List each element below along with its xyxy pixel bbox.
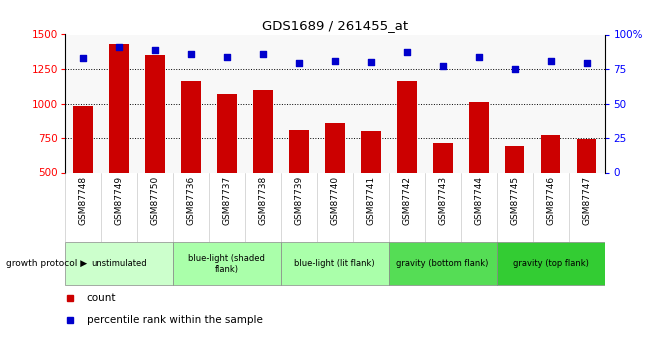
Point (330, 58, 340, 63)
Text: GSM87747: GSM87747 (582, 176, 591, 225)
Text: blue-light (shaded
flank): blue-light (shaded flank) (188, 254, 265, 274)
Point (545, 58, 556, 63)
Bar (469, 102, 489, 242)
Text: GSM87740: GSM87740 (330, 176, 339, 225)
Bar (361, 131, 381, 241)
Title: GDS1689 / 261455_at: GDS1689 / 261455_at (262, 19, 408, 32)
Point (581, 61, 592, 66)
Point (510, 66, 520, 72)
Point (114, 44, 124, 50)
Text: GSM87738: GSM87738 (258, 176, 267, 225)
Bar (289, 130, 309, 242)
Text: growth protocol ▶: growth protocol ▶ (6, 259, 88, 268)
Bar (541, 135, 560, 242)
Bar (396, 81, 417, 242)
Point (294, 61, 304, 66)
Bar (65, 243, 173, 285)
Bar (504, 146, 525, 242)
Bar (325, 123, 344, 242)
Point (365, 59, 376, 65)
Text: gravity (top flank): gravity (top flank) (513, 259, 588, 268)
Text: GSM87739: GSM87739 (294, 176, 304, 225)
Point (402, 50, 412, 55)
Bar (217, 94, 237, 241)
Text: GSM87748: GSM87748 (79, 176, 88, 225)
Bar (109, 44, 129, 241)
Text: GSM87746: GSM87746 (546, 176, 555, 225)
Text: GSM87736: GSM87736 (187, 176, 196, 225)
Text: blue-light (lit flank): blue-light (lit flank) (294, 259, 375, 268)
Point (150, 47, 160, 52)
Text: GSM87737: GSM87737 (222, 176, 231, 225)
Text: unstimulated: unstimulated (91, 259, 147, 268)
Bar (73, 106, 93, 242)
Text: percentile rank within the sample: percentile rank within the sample (86, 315, 263, 325)
Text: count: count (86, 293, 116, 303)
Bar (497, 243, 604, 285)
Bar (173, 243, 281, 285)
Text: GSM87744: GSM87744 (474, 176, 483, 225)
Text: GSM87750: GSM87750 (150, 176, 159, 225)
Bar (145, 55, 165, 242)
Bar (433, 143, 452, 241)
Text: GSM87742: GSM87742 (402, 176, 411, 225)
Point (473, 54, 484, 59)
Point (437, 63, 448, 69)
Text: gravity (bottom flank): gravity (bottom flank) (396, 259, 489, 268)
Bar (577, 139, 597, 241)
Bar (181, 81, 201, 242)
Bar (253, 90, 273, 242)
Text: GSM87745: GSM87745 (510, 176, 519, 225)
Point (186, 51, 196, 57)
Point (257, 51, 268, 57)
Point (78, 55, 88, 61)
Text: GSM87741: GSM87741 (366, 176, 375, 225)
Text: GSM87743: GSM87743 (438, 176, 447, 225)
Point (222, 54, 232, 59)
Bar (389, 243, 497, 285)
Bar (281, 243, 389, 285)
Text: GSM87749: GSM87749 (114, 176, 124, 225)
